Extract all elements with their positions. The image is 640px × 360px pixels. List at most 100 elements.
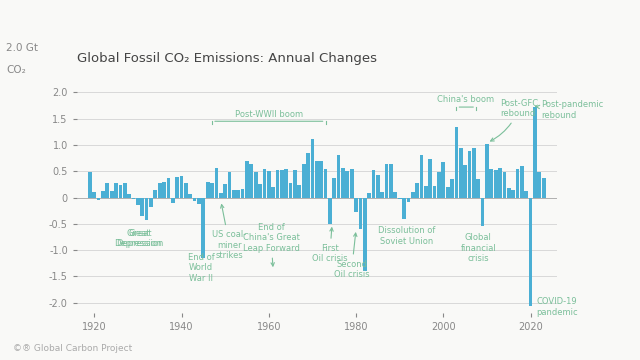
- Text: COVID-19
pandemic: COVID-19 pandemic: [536, 297, 578, 317]
- Bar: [538, 172, 541, 198]
- Bar: [306, 153, 310, 198]
- Bar: [402, 198, 406, 219]
- Bar: [424, 186, 428, 198]
- Bar: [372, 170, 376, 198]
- Bar: [232, 190, 236, 198]
- Bar: [433, 186, 436, 198]
- Bar: [97, 198, 100, 200]
- Bar: [158, 183, 161, 198]
- Bar: [468, 151, 472, 198]
- Bar: [110, 191, 113, 198]
- Bar: [463, 166, 467, 198]
- Bar: [123, 183, 127, 198]
- Text: Great
Depression: Great Depression: [116, 229, 164, 248]
- Bar: [127, 194, 131, 198]
- Bar: [376, 175, 380, 198]
- Bar: [132, 198, 136, 199]
- Bar: [346, 171, 349, 198]
- Bar: [197, 198, 201, 204]
- Bar: [341, 168, 345, 198]
- Bar: [210, 183, 214, 198]
- Bar: [175, 177, 179, 198]
- Bar: [145, 198, 148, 220]
- Bar: [485, 144, 489, 198]
- Bar: [302, 165, 305, 198]
- Bar: [529, 198, 532, 306]
- Bar: [267, 171, 271, 198]
- Bar: [398, 198, 401, 199]
- Bar: [88, 172, 92, 198]
- Bar: [415, 183, 419, 198]
- Bar: [442, 162, 445, 198]
- Bar: [450, 179, 454, 198]
- Bar: [223, 184, 227, 198]
- Text: Global
financial
crisis: Global financial crisis: [460, 233, 496, 263]
- Bar: [271, 187, 275, 198]
- Bar: [284, 168, 288, 198]
- Text: End of
World
War II: End of World War II: [188, 253, 214, 283]
- Bar: [118, 185, 122, 198]
- Bar: [350, 168, 353, 198]
- Bar: [476, 179, 480, 198]
- Bar: [310, 139, 314, 198]
- Bar: [293, 170, 297, 198]
- Bar: [154, 190, 157, 198]
- Bar: [245, 161, 249, 198]
- Bar: [206, 182, 209, 198]
- Text: First
Oil crisis: First Oil crisis: [312, 228, 348, 263]
- Text: Global Fossil CO₂ Emissions: Annual Changes: Global Fossil CO₂ Emissions: Annual Chan…: [77, 52, 377, 65]
- Bar: [394, 192, 397, 198]
- Bar: [180, 176, 184, 198]
- Bar: [507, 188, 511, 198]
- Bar: [446, 187, 449, 198]
- Bar: [332, 177, 336, 198]
- Bar: [219, 193, 223, 198]
- Bar: [406, 198, 410, 202]
- Bar: [516, 168, 520, 198]
- Bar: [193, 198, 196, 201]
- Bar: [511, 190, 515, 198]
- Bar: [149, 198, 153, 207]
- Bar: [276, 170, 280, 198]
- Bar: [367, 193, 371, 198]
- Bar: [428, 159, 432, 198]
- Bar: [166, 178, 170, 198]
- Bar: [324, 168, 328, 198]
- Bar: [289, 183, 292, 198]
- Bar: [184, 183, 188, 198]
- Text: Dissolution of
Soviet Union: Dissolution of Soviet Union: [378, 226, 435, 246]
- Text: China's boom: China's boom: [436, 95, 493, 104]
- Bar: [494, 170, 497, 198]
- Bar: [136, 198, 140, 206]
- Text: Second
Oil crisis: Second Oil crisis: [334, 233, 369, 279]
- Bar: [481, 198, 484, 226]
- Bar: [140, 198, 144, 216]
- Bar: [420, 156, 424, 198]
- Bar: [298, 185, 301, 198]
- Bar: [524, 191, 528, 198]
- Bar: [354, 198, 358, 212]
- Bar: [250, 164, 253, 198]
- Text: 2.0 Gt: 2.0 Gt: [6, 43, 38, 53]
- Bar: [171, 198, 175, 203]
- Bar: [385, 165, 388, 198]
- Bar: [358, 198, 362, 229]
- Bar: [533, 107, 537, 198]
- Bar: [92, 192, 96, 198]
- Bar: [459, 148, 463, 198]
- Bar: [162, 182, 166, 198]
- Bar: [241, 189, 244, 198]
- Bar: [228, 172, 232, 198]
- Bar: [214, 168, 218, 198]
- Bar: [258, 184, 262, 198]
- Bar: [454, 126, 458, 198]
- Bar: [254, 172, 257, 198]
- Bar: [202, 198, 205, 258]
- Bar: [363, 198, 367, 271]
- Text: Post-GFC
rebound: Post-GFC rebound: [491, 99, 538, 141]
- Bar: [411, 192, 415, 198]
- Text: End of
China's Great
Leap Forward: End of China's Great Leap Forward: [243, 223, 300, 266]
- Bar: [520, 166, 524, 198]
- Bar: [542, 178, 545, 198]
- Bar: [337, 156, 340, 198]
